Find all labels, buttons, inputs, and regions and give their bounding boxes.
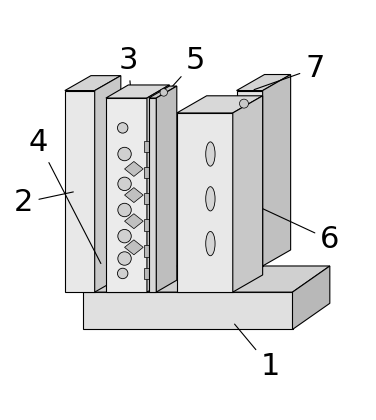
Ellipse shape — [206, 186, 215, 211]
Text: 5: 5 — [164, 46, 205, 96]
Polygon shape — [149, 98, 156, 292]
Polygon shape — [177, 113, 233, 292]
Polygon shape — [83, 292, 293, 329]
Circle shape — [240, 99, 249, 108]
Polygon shape — [124, 214, 143, 228]
Polygon shape — [147, 85, 169, 292]
Circle shape — [118, 252, 131, 265]
Circle shape — [117, 123, 128, 133]
Polygon shape — [65, 76, 121, 91]
Polygon shape — [144, 268, 150, 279]
Polygon shape — [106, 98, 147, 292]
Polygon shape — [149, 86, 177, 98]
Text: 4: 4 — [29, 129, 101, 263]
Polygon shape — [124, 188, 143, 202]
Polygon shape — [237, 74, 291, 91]
Ellipse shape — [206, 231, 215, 256]
Polygon shape — [65, 91, 95, 292]
Polygon shape — [293, 266, 330, 329]
Polygon shape — [95, 76, 121, 292]
Circle shape — [118, 203, 131, 217]
Circle shape — [118, 229, 131, 243]
Polygon shape — [144, 245, 150, 257]
Polygon shape — [144, 141, 150, 152]
Polygon shape — [233, 96, 263, 292]
Polygon shape — [237, 91, 263, 266]
Circle shape — [118, 177, 131, 191]
Polygon shape — [144, 219, 150, 231]
Text: 7: 7 — [254, 54, 324, 89]
Text: 1: 1 — [235, 324, 280, 381]
Polygon shape — [124, 161, 143, 176]
Circle shape — [117, 268, 128, 279]
Circle shape — [160, 89, 167, 96]
Polygon shape — [144, 167, 150, 178]
Polygon shape — [156, 86, 177, 292]
Polygon shape — [83, 266, 330, 292]
Circle shape — [118, 147, 131, 161]
Polygon shape — [177, 96, 263, 113]
Polygon shape — [106, 85, 169, 98]
Text: 6: 6 — [228, 192, 340, 255]
Polygon shape — [124, 240, 143, 255]
Text: 2: 2 — [14, 188, 73, 217]
Ellipse shape — [206, 142, 215, 166]
Polygon shape — [144, 193, 150, 205]
Polygon shape — [263, 74, 291, 266]
Text: 3: 3 — [118, 46, 138, 103]
